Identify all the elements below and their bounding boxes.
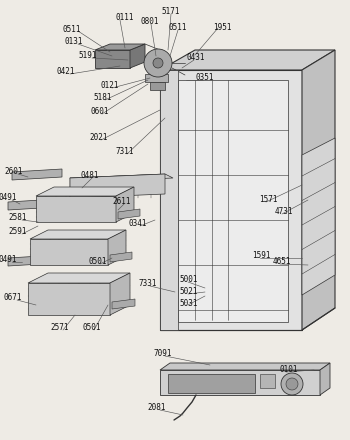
Text: 0481: 0481	[81, 172, 99, 180]
Text: 5031: 5031	[180, 298, 198, 308]
Polygon shape	[12, 169, 62, 180]
Text: 2591: 2591	[9, 227, 27, 236]
Polygon shape	[36, 196, 116, 222]
Text: 0121: 0121	[101, 81, 119, 91]
Text: 7091: 7091	[154, 349, 172, 359]
Text: 4651: 4651	[273, 257, 291, 267]
Polygon shape	[160, 363, 330, 370]
Text: 0801: 0801	[141, 18, 159, 26]
Circle shape	[286, 378, 298, 390]
Text: 0511: 0511	[63, 26, 81, 34]
Polygon shape	[110, 273, 130, 315]
Polygon shape	[320, 363, 330, 395]
Text: 0111: 0111	[116, 14, 134, 22]
Polygon shape	[168, 374, 255, 393]
Polygon shape	[160, 370, 320, 395]
Polygon shape	[160, 70, 302, 330]
Text: 2601: 2601	[5, 168, 23, 176]
Polygon shape	[70, 174, 165, 198]
Polygon shape	[160, 50, 335, 70]
Text: 2611: 2611	[113, 198, 131, 206]
Circle shape	[153, 58, 163, 68]
Polygon shape	[108, 230, 126, 265]
Polygon shape	[30, 230, 126, 239]
Polygon shape	[30, 239, 108, 265]
Text: 7331: 7331	[139, 279, 157, 289]
Text: 0491: 0491	[0, 194, 17, 202]
Polygon shape	[116, 187, 134, 222]
Polygon shape	[130, 44, 145, 68]
Text: 4731: 4731	[275, 208, 293, 216]
Text: 5021: 5021	[180, 287, 198, 297]
Text: 2081: 2081	[148, 403, 166, 412]
Polygon shape	[260, 374, 275, 388]
Text: 0671: 0671	[4, 293, 22, 302]
Polygon shape	[8, 255, 58, 266]
Text: 0601: 0601	[91, 107, 109, 117]
Text: 5191: 5191	[79, 51, 97, 60]
Polygon shape	[28, 283, 110, 315]
Polygon shape	[36, 187, 134, 196]
Text: 1951: 1951	[213, 22, 231, 32]
Polygon shape	[150, 82, 165, 90]
Polygon shape	[145, 74, 168, 82]
Text: 1571: 1571	[259, 195, 277, 205]
Text: 0501: 0501	[83, 323, 101, 333]
Text: 0341: 0341	[129, 220, 147, 228]
Text: 7311: 7311	[116, 147, 134, 157]
Text: 2021: 2021	[90, 133, 108, 143]
Text: 2571: 2571	[51, 323, 69, 333]
Text: 0101: 0101	[280, 366, 298, 374]
Text: 0431: 0431	[187, 54, 205, 62]
Text: 1591: 1591	[252, 252, 270, 260]
Polygon shape	[95, 44, 145, 50]
Text: 5181: 5181	[94, 93, 112, 103]
Text: 0491: 0491	[0, 256, 17, 264]
Text: 5001: 5001	[180, 275, 198, 285]
Polygon shape	[178, 80, 288, 322]
Polygon shape	[302, 50, 335, 330]
Polygon shape	[28, 273, 130, 283]
Polygon shape	[302, 138, 335, 295]
Polygon shape	[95, 50, 130, 68]
Polygon shape	[118, 209, 140, 219]
Text: 0131: 0131	[65, 37, 83, 47]
Polygon shape	[70, 174, 173, 182]
Text: 0501: 0501	[89, 257, 107, 267]
Circle shape	[281, 373, 303, 395]
Text: 5171: 5171	[162, 7, 180, 16]
Text: 0421: 0421	[57, 67, 75, 77]
Circle shape	[144, 49, 172, 77]
Text: 0351: 0351	[196, 73, 214, 82]
Text: 2581: 2581	[9, 213, 27, 223]
Polygon shape	[8, 199, 58, 210]
Polygon shape	[112, 299, 135, 309]
Polygon shape	[110, 252, 132, 262]
Polygon shape	[160, 70, 178, 330]
Text: 0511: 0511	[169, 23, 187, 33]
